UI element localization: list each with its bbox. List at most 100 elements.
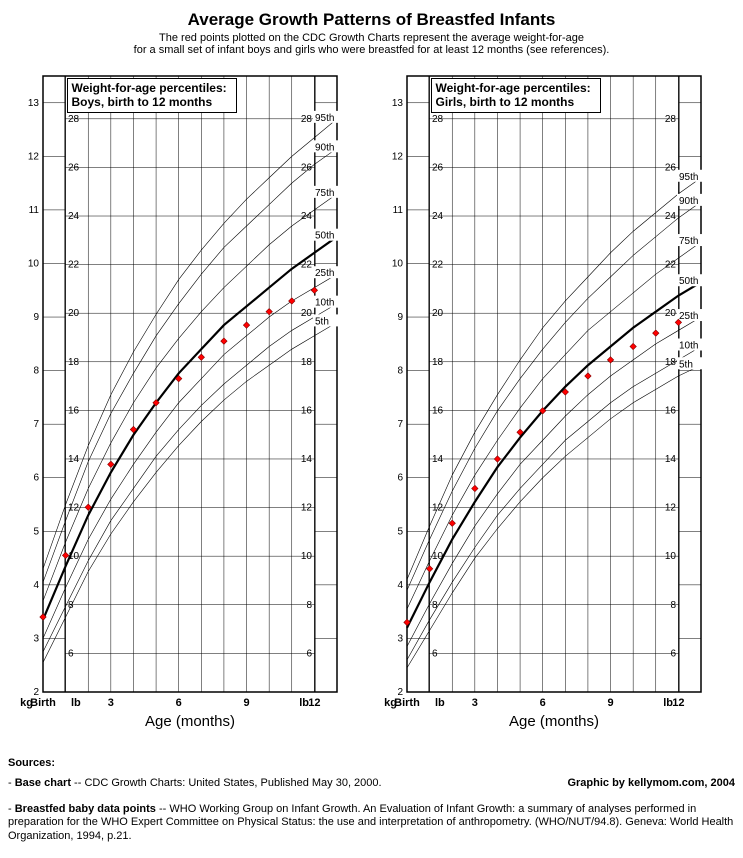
svg-text:20: 20 [300,308,312,319]
svg-text:14: 14 [68,454,80,465]
svg-text:12: 12 [300,503,312,514]
svg-text:24: 24 [664,211,676,222]
svg-text:22: 22 [68,260,80,271]
svg-text:9: 9 [607,697,613,709]
svg-text:6: 6 [539,697,545,709]
svg-text:26: 26 [300,162,312,173]
svg-text:8: 8 [670,600,676,611]
svg-text:25th: 25th [679,311,698,322]
svg-text:75th: 75th [315,188,334,199]
svg-text:24: 24 [68,211,80,222]
svg-text:3: 3 [107,697,113,709]
svg-text:8: 8 [432,600,438,611]
svg-text:12: 12 [664,503,676,514]
svg-text:5th: 5th [315,316,329,327]
svg-text:22: 22 [432,260,444,271]
svg-text:13: 13 [391,98,403,109]
svg-text:10: 10 [391,258,403,269]
svg-text:12: 12 [308,697,320,709]
svg-text:24: 24 [432,211,444,222]
svg-text:Birth: Birth [30,697,56,709]
svg-text:6: 6 [33,473,39,484]
chart-title-box: Weight-for-age percentiles:Girls, birth … [431,78,601,113]
svg-text:6: 6 [397,473,403,484]
svg-text:7: 7 [397,419,403,430]
chart-panel: 2345678910111213668810101212141416161818… [379,64,729,749]
svg-text:10: 10 [664,551,676,562]
svg-text:5: 5 [397,526,403,537]
svg-text:20: 20 [664,308,676,319]
svg-text:4: 4 [33,580,39,591]
svg-text:12: 12 [68,503,80,514]
page-subtitle: The red points plotted on the CDC Growth… [8,32,735,56]
svg-text:8: 8 [306,600,312,611]
svg-text:16: 16 [68,405,80,416]
svg-text:26: 26 [68,162,80,173]
svg-text:3: 3 [471,697,477,709]
svg-text:16: 16 [300,405,312,416]
svg-text:9: 9 [243,697,249,709]
svg-text:9: 9 [33,312,39,323]
svg-text:8: 8 [33,366,39,377]
svg-text:50th: 50th [315,231,334,242]
svg-text:28: 28 [300,114,312,125]
svg-text:lb: lb [71,697,81,709]
svg-text:13: 13 [27,98,39,109]
chart-panel: 2345678910111213668810101212141416161818… [15,64,365,749]
svg-text:26: 26 [664,162,676,173]
svg-text:10th: 10th [679,341,698,352]
growth-chart-1: 2345678910111213668810101212141416161818… [379,64,729,744]
svg-text:95th: 95th [315,113,334,124]
svg-text:12: 12 [391,151,403,162]
svg-text:14: 14 [664,454,676,465]
svg-text:9: 9 [397,312,403,323]
svg-text:18: 18 [68,357,80,368]
svg-text:18: 18 [300,357,312,368]
svg-text:28: 28 [664,114,676,125]
svg-text:16: 16 [432,405,444,416]
svg-text:10: 10 [300,551,312,562]
svg-text:95th: 95th [679,172,698,183]
svg-text:6: 6 [68,648,74,659]
svg-text:3: 3 [397,633,403,644]
svg-text:11: 11 [392,205,403,216]
svg-text:90th: 90th [679,196,698,207]
svg-text:14: 14 [432,454,444,465]
svg-text:28: 28 [432,114,444,125]
svg-text:20: 20 [68,308,80,319]
svg-text:5: 5 [33,526,39,537]
svg-text:Birth: Birth [394,697,420,709]
svg-text:4: 4 [397,580,403,591]
svg-text:16: 16 [664,405,676,416]
svg-text:10th: 10th [315,298,334,309]
svg-text:28: 28 [68,114,80,125]
svg-text:12: 12 [27,151,39,162]
svg-text:3: 3 [33,633,39,644]
svg-text:75th: 75th [679,236,698,247]
svg-text:6: 6 [306,648,312,659]
svg-text:25th: 25th [315,268,334,279]
svg-text:11: 11 [28,205,39,216]
svg-text:14: 14 [300,454,312,465]
svg-text:12: 12 [672,697,684,709]
svg-text:lb: lb [435,697,445,709]
svg-text:6: 6 [670,648,676,659]
footer-sources: Sources: - Base chart -- CDC Growth Char… [8,757,735,844]
svg-text:22: 22 [664,260,676,271]
svg-text:50th: 50th [679,276,698,287]
svg-text:kg: kg [20,697,33,709]
svg-text:26: 26 [432,162,444,173]
svg-text:5th: 5th [679,359,693,370]
chart-title-box: Weight-for-age percentiles:Boys, birth t… [67,78,237,113]
svg-text:kg: kg [384,697,397,709]
svg-text:lb: lb [299,697,309,709]
growth-chart-0: 2345678910111213668810101212141416161818… [15,64,365,744]
svg-text:18: 18 [432,357,444,368]
svg-text:7: 7 [33,419,39,430]
svg-text:lb: lb [663,697,673,709]
svg-text:10: 10 [27,258,39,269]
svg-text:Age (months): Age (months) [144,713,234,730]
page-title: Average Growth Patterns of Breastfed Inf… [8,10,735,30]
svg-text:90th: 90th [315,142,334,153]
svg-text:Age (months): Age (months) [508,713,598,730]
